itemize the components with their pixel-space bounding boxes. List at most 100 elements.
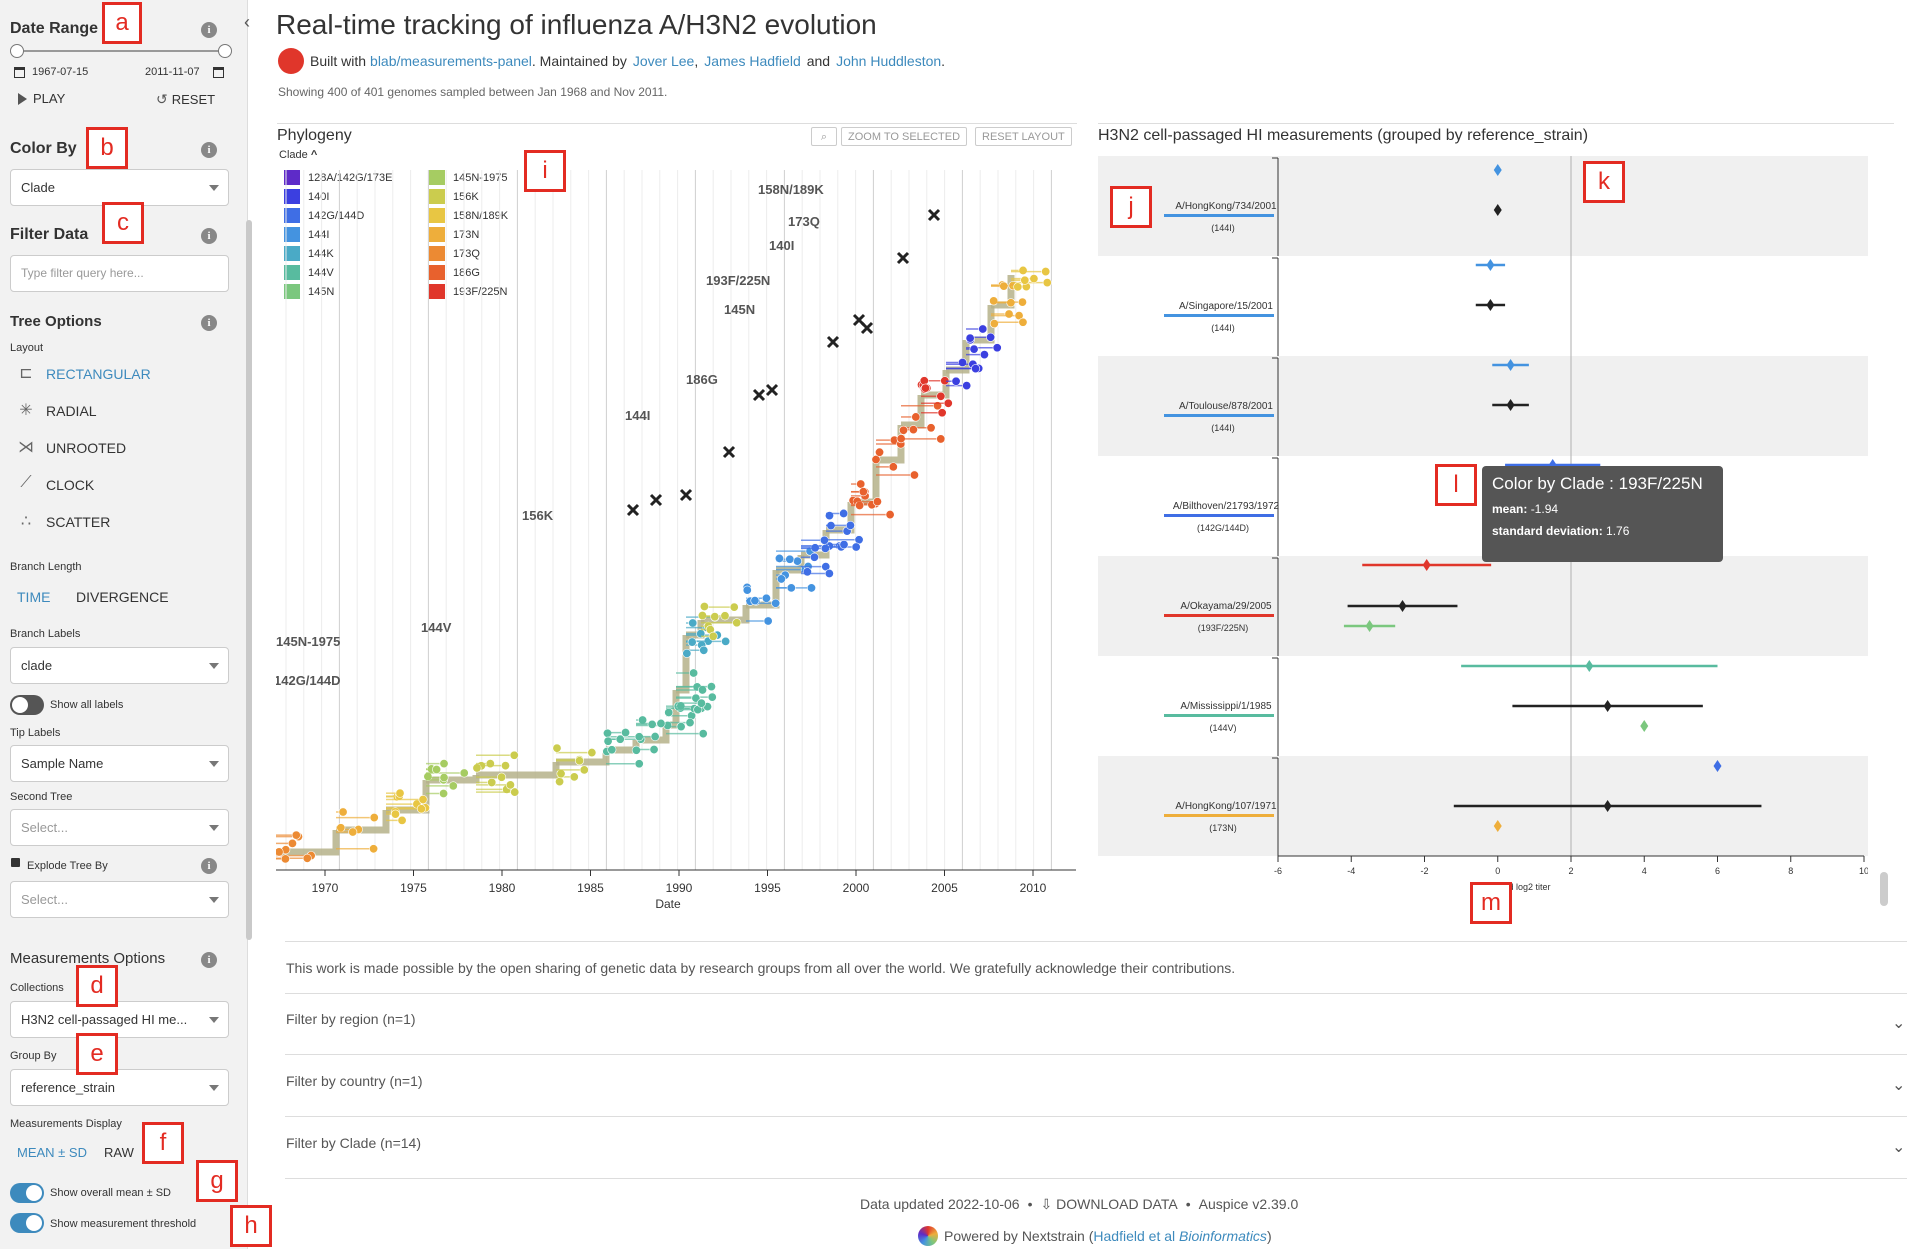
tree-branch [901, 395, 925, 429]
filter-by-region[interactable]: Filter by region (n=1) [286, 1011, 416, 1027]
legend-item[interactable]: 156K [429, 189, 479, 204]
chevron-down-icon[interactable]: ⌄ [1892, 1139, 1906, 1156]
group-band [1098, 356, 1868, 456]
download-data-button[interactable]: ⇩ DOWNLOAD DATA [1040, 1196, 1177, 1213]
tree-tip [439, 773, 449, 783]
layout-clock[interactable]: ⟋ CLOCK [14, 474, 94, 496]
show-all-labels-toggle[interactable] [10, 695, 44, 715]
tree-tip [958, 357, 968, 367]
reset-button[interactable]: ↺ RESET [156, 91, 215, 108]
tree-tip [587, 748, 597, 758]
tree-tip [1041, 267, 1051, 277]
legend-item[interactable]: 144I [284, 227, 329, 242]
collections-select[interactable]: H3N2 cell-passaged HI me... [10, 1001, 229, 1038]
info-icon[interactable]: i [201, 22, 217, 38]
byline: Built with blab/measurements-panel . Mai… [278, 48, 945, 74]
legend-item[interactable]: 144K [284, 246, 334, 261]
date-end-value[interactable]: 2011-11-07 [145, 66, 200, 78]
color-by-value: Clade [21, 180, 55, 195]
maintainer-link-2[interactable]: James Hadfield [704, 53, 801, 69]
info-icon[interactable]: i [201, 858, 217, 874]
chevron-down-icon[interactable]: ⌄ [1892, 1015, 1906, 1032]
chevron-down-icon[interactable]: ⌄ [1892, 1077, 1906, 1094]
tree-tip [720, 611, 730, 621]
annotation-k: k [1583, 161, 1625, 203]
info-icon[interactable]: i [201, 952, 217, 968]
legend-item[interactable]: 144V [284, 265, 334, 280]
powered-by-text: Powered by Nextstrain ( [944, 1228, 1094, 1244]
date-range-slider[interactable] [16, 50, 226, 52]
slider-handle-end[interactable] [218, 44, 232, 58]
legend-toggle[interactable]: Clade ^ [279, 149, 317, 161]
tree-tip [676, 722, 686, 732]
tip-labels-select[interactable]: Sample Name [10, 745, 229, 782]
layout-scatter[interactable]: ∴ SCATTER [14, 511, 110, 533]
tree-tip [291, 830, 301, 840]
legend-item[interactable]: 140I [284, 189, 329, 204]
zoom-to-selected-button[interactable]: ZOOM TO SELECTED [841, 127, 968, 146]
divider [285, 941, 1907, 942]
mutation-marker [649, 493, 663, 507]
legend-item[interactable]: 186G [429, 265, 480, 280]
legend-item[interactable]: 193F/225N [429, 284, 507, 299]
search-icon[interactable]: ⌕ [811, 127, 837, 146]
info-icon[interactable]: i [201, 315, 217, 331]
branch-length-divergence[interactable]: DIVERGENCE [76, 589, 169, 605]
reset-layout-button[interactable]: RESET LAYOUT [975, 127, 1072, 146]
legend-item[interactable]: 173N [429, 227, 479, 242]
slider-handle-start[interactable] [10, 44, 24, 58]
measurements-plot[interactable]: A/HongKong/734/2001 (144I) A/Singapore/15/… [1098, 150, 1868, 910]
measurements-display-label: Measurements Display [10, 1118, 122, 1130]
legend-item[interactable]: 145N-1975 [429, 170, 507, 185]
mutation-marker [927, 208, 941, 222]
group-by-select[interactable]: reference_strain [10, 1069, 229, 1106]
tree-tip [276, 847, 284, 857]
legend-item[interactable]: 128A/142G/173E [284, 170, 392, 185]
layout-radial[interactable]: ✳ RADIAL [14, 400, 96, 422]
tree-tip [855, 500, 865, 510]
explode-tree-select[interactable]: Select... [10, 881, 229, 918]
citation-link[interactable]: Hadfield et al Bioinformatics [1093, 1228, 1267, 1244]
display-mean-sd[interactable]: MEAN ± SD [17, 1145, 87, 1160]
play-button[interactable]: PLAY [18, 91, 65, 106]
built-with-link[interactable]: blab/measurements-panel [370, 53, 532, 69]
branch-length-time[interactable]: TIME [17, 589, 51, 605]
calendar-icon[interactable] [14, 67, 25, 78]
layout-rectangular[interactable]: ⊏ RECTANGULAR [14, 363, 150, 385]
filter-by-country[interactable]: Filter by country (n=1) [286, 1073, 423, 1089]
x-tick-label: 2010 [1020, 881, 1047, 895]
date-start-value[interactable]: 1967-07-15 [32, 66, 89, 78]
display-raw[interactable]: RAW [104, 1145, 134, 1160]
measurements-scrollbar[interactable] [1880, 872, 1888, 906]
collapse-sidebar-icon[interactable]: ‹ [244, 12, 250, 32]
filter-input[interactable]: Type filter query here... [10, 255, 229, 292]
tree-tip [699, 645, 709, 655]
reset-icon: ↺ [156, 91, 168, 107]
sidebar-scrollbar[interactable] [246, 220, 252, 940]
clock-plot-icon: ⟋ [20, 474, 32, 491]
second-tree-select[interactable]: Select... [10, 809, 229, 846]
maintainer-link-1[interactable]: Jover Lee [632, 53, 695, 69]
show-threshold-toggle[interactable] [10, 1213, 44, 1233]
phylogeny-tree[interactable]: 1970 1975 1980 1985 1990 1995 2000 2005 2010 Date… [276, 130, 1076, 910]
info-icon[interactable]: i [201, 142, 217, 158]
show-overall-mean-toggle[interactable] [10, 1183, 44, 1203]
legend-item[interactable]: 158N/189K [429, 208, 508, 223]
maintainer-link-3[interactable]: John Huddleston [836, 53, 942, 69]
branch-labels-select[interactable]: clade [10, 647, 229, 684]
color-by-select[interactable]: Clade [10, 169, 229, 206]
calendar-icon[interactable] [213, 67, 224, 78]
tree-branch [276, 830, 340, 856]
legend-item[interactable]: 173Q [429, 246, 480, 261]
and-text: and [806, 53, 831, 69]
tree-tip [858, 487, 868, 497]
tree-tip [369, 844, 379, 854]
annotation-i: i [524, 150, 566, 192]
annotation-f: f [142, 1122, 184, 1164]
tree-tip [649, 745, 659, 755]
info-icon[interactable]: i [201, 228, 217, 244]
filter-by-clade[interactable]: Filter by Clade (n=14) [286, 1135, 422, 1151]
tree-tip [888, 462, 898, 472]
layout-unrooted[interactable]: ⋊ UNROOTED [14, 437, 126, 459]
tree-tip [786, 583, 796, 593]
